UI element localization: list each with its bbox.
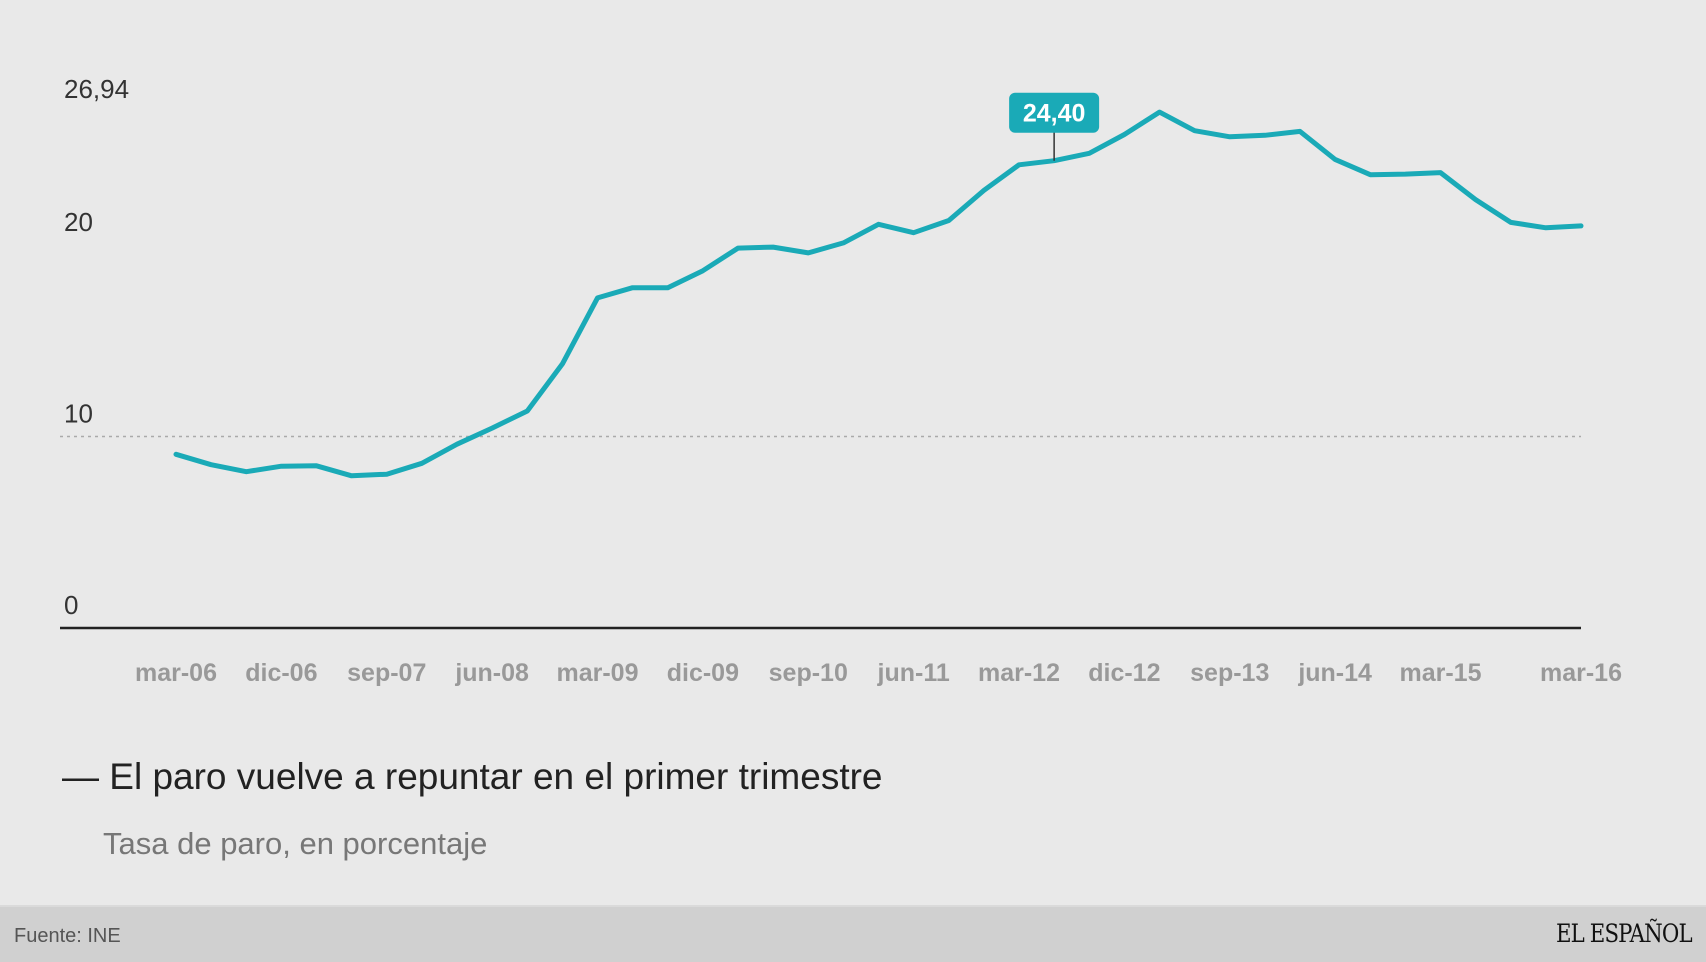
- x-tick-label: dic-12: [1088, 659, 1160, 687]
- x-tick-label: jun-14: [1297, 659, 1372, 687]
- x-tick-label: mar-15: [1400, 659, 1482, 687]
- x-tick-label: mar-12: [978, 659, 1060, 687]
- x-axis: mar-06 dic-06 sep-07 jun-08 mar-09 dic-09 sep-…: [135, 659, 1622, 687]
- x-tick-label: mar-06: [135, 659, 217, 687]
- y-axis: 0 10 20 26,94: [64, 74, 129, 620]
- x-tick-label: jun-08: [454, 659, 529, 687]
- y-tick-label: 10: [64, 399, 93, 429]
- tooltip-value: 24,40: [1023, 100, 1086, 128]
- tooltip-box: [1009, 92, 1100, 133]
- brand-logo: EL ESPAÑOL: [1556, 919, 1693, 948]
- x-tick-label: sep-07: [347, 659, 426, 687]
- x-tick-label: sep-13: [1190, 659, 1269, 687]
- x-tick-label: jun-11: [877, 659, 950, 687]
- x-tick-label: dic-09: [667, 659, 739, 687]
- chart-title: — El paro vuelve a repuntar en el primer…: [62, 756, 883, 797]
- y-tick-label: 20: [64, 207, 93, 237]
- y-tick-label: 0: [64, 590, 78, 620]
- x-tick-label: mar-16: [1540, 659, 1622, 687]
- footer: Fuente: INE EL ESPAÑOL: [0, 905, 1706, 962]
- x-tick-label: sep-10: [769, 659, 848, 687]
- y-tick-label: 26,94: [64, 74, 129, 104]
- data-points: [174, 110, 1584, 479]
- source-label: Fuente: INE: [14, 925, 121, 947]
- series-line-tasa-de-paro: [173, 109, 1584, 479]
- tooltip: 24,40: [1009, 92, 1100, 161]
- chart-subtitle: Tasa de paro, en porcentaje: [103, 826, 488, 861]
- x-tick-label: mar-09: [557, 659, 639, 687]
- x-tick-label: dic-06: [245, 659, 317, 687]
